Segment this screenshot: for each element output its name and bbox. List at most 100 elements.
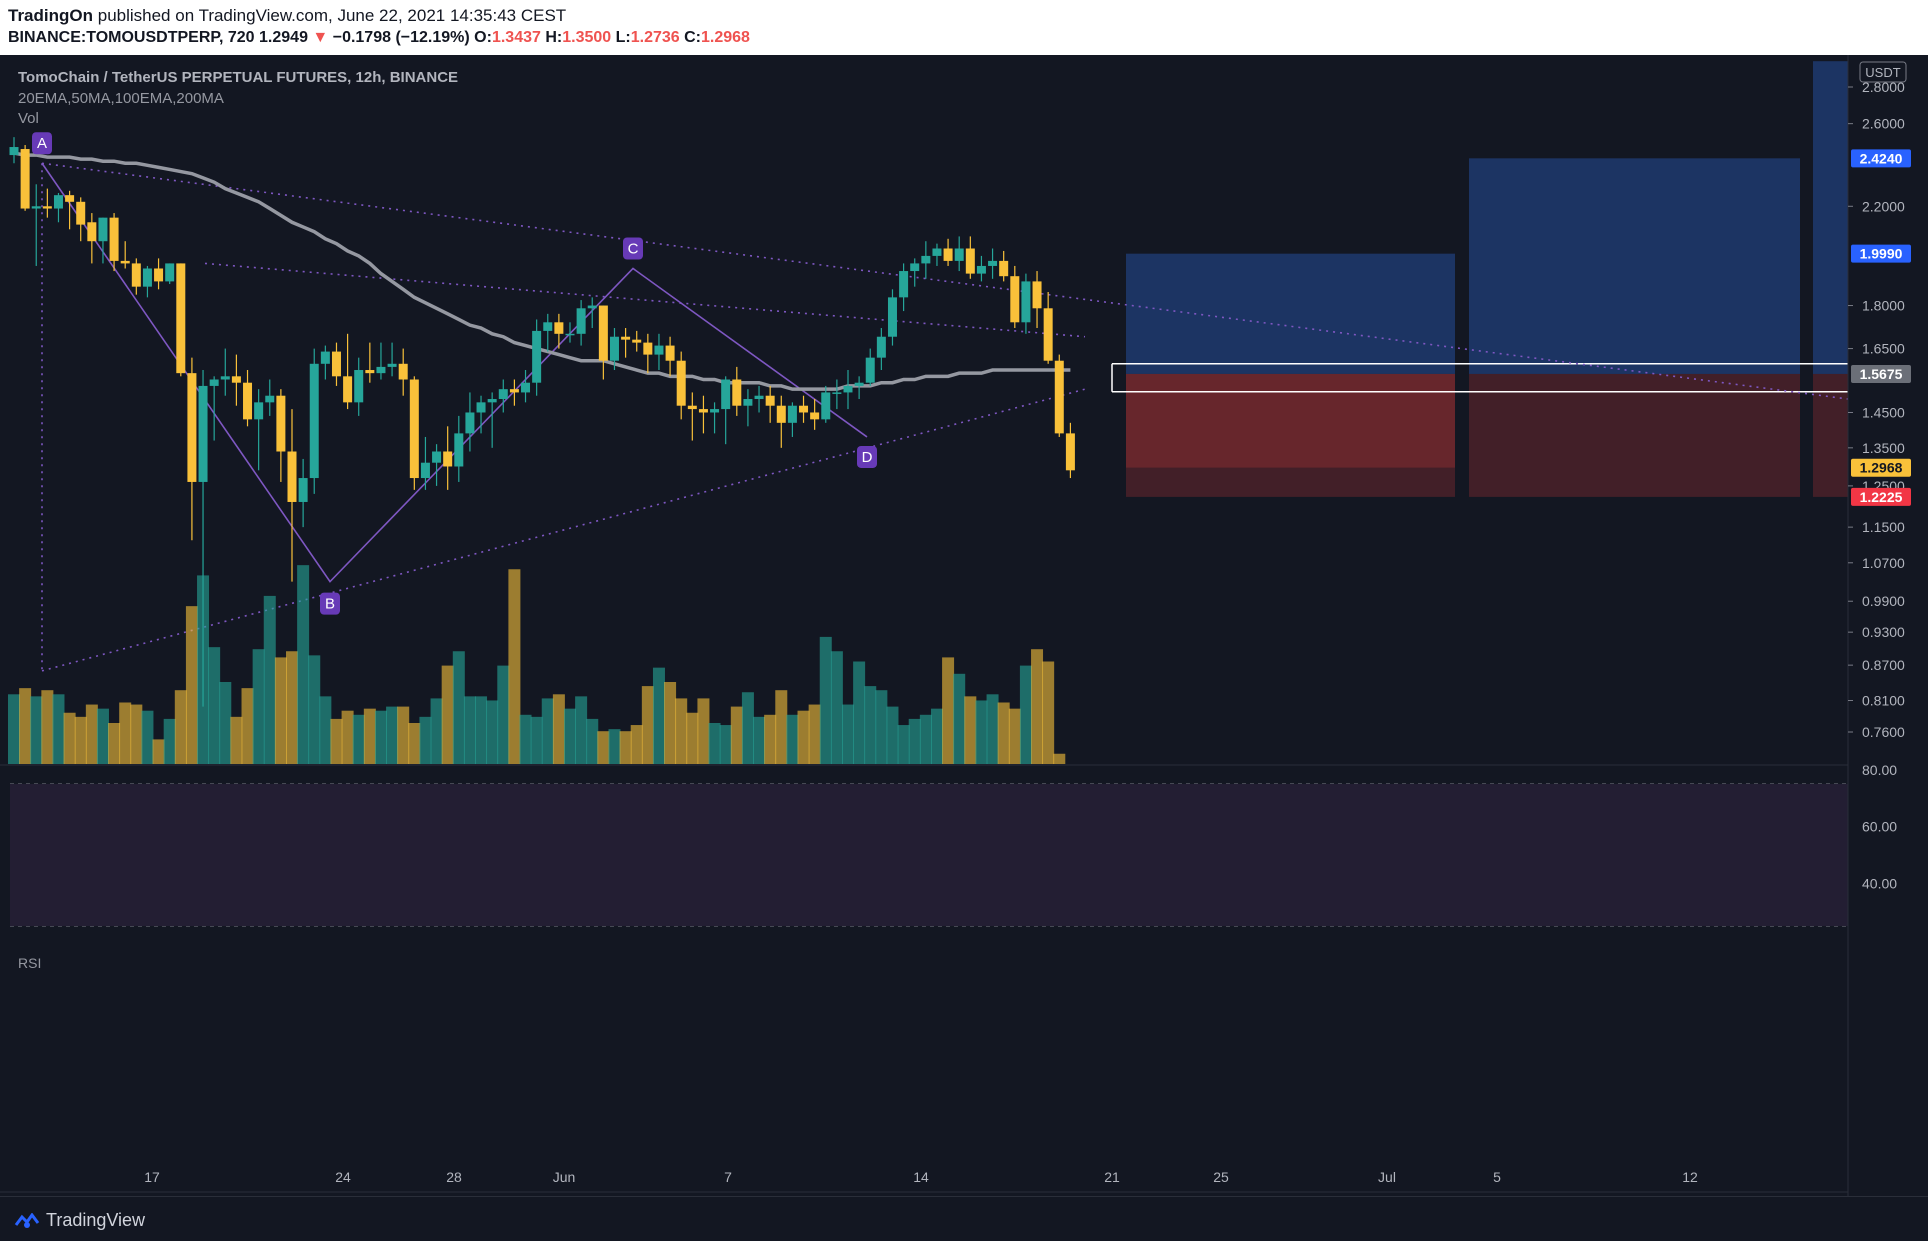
- lower-trendline[interactable]: [41, 388, 1086, 672]
- candle[interactable]: [943, 238, 953, 266]
- candle[interactable]: [799, 395, 809, 423]
- price-badge[interactable]: [1851, 244, 1911, 263]
- candle[interactable]: [243, 370, 253, 427]
- candle[interactable]: [354, 357, 364, 416]
- candle[interactable]: [42, 188, 52, 218]
- candle[interactable]: [220, 348, 230, 396]
- candle[interactable]: [231, 354, 241, 406]
- candle[interactable]: [142, 265, 152, 298]
- candle[interactable]: [609, 328, 619, 371]
- candle[interactable]: [1043, 291, 1053, 364]
- candle[interactable]: [665, 336, 675, 377]
- candle[interactable]: [53, 192, 63, 223]
- candle[interactable]: [687, 392, 697, 441]
- candle[interactable]: [843, 370, 853, 410]
- candle[interactable]: [632, 330, 642, 352]
- candle[interactable]: [1021, 273, 1031, 334]
- candle[interactable]: [276, 389, 286, 482]
- price-badge[interactable]: [1851, 364, 1911, 383]
- candle[interactable]: [498, 379, 508, 413]
- abcd-legs[interactable]: [41, 162, 868, 583]
- candle[interactable]: [487, 392, 497, 448]
- candle[interactable]: [87, 213, 97, 264]
- candle[interactable]: [176, 263, 186, 377]
- candle[interactable]: [721, 376, 731, 445]
- candle[interactable]: [854, 376, 864, 400]
- candle[interactable]: [331, 342, 341, 386]
- candle[interactable]: [554, 313, 564, 349]
- legend-volume[interactable]: Vol: [18, 110, 39, 127]
- candle[interactable]: [754, 385, 764, 413]
- publisher-name[interactable]: TradingOn: [8, 6, 93, 25]
- upper-trendline-2[interactable]: [204, 262, 1086, 338]
- position-zone-2[interactable]: [1813, 61, 1848, 374]
- candle[interactable]: [821, 385, 831, 423]
- candle[interactable]: [509, 379, 519, 406]
- price-badge[interactable]: [1851, 149, 1911, 168]
- candle[interactable]: [810, 399, 820, 430]
- candle[interactable]: [765, 385, 775, 423]
- candle[interactable]: [365, 342, 375, 383]
- legend-indicators[interactable]: 20EMA,50MA,100EMA,200MA: [18, 90, 224, 107]
- candle[interactable]: [109, 213, 119, 272]
- price-badge[interactable]: [1851, 458, 1911, 477]
- candle[interactable]: [865, 348, 875, 386]
- candle[interactable]: [776, 395, 786, 448]
- candle[interactable]: [287, 409, 297, 582]
- candle[interactable]: [743, 389, 753, 427]
- candle[interactable]: [454, 415, 464, 482]
- candle[interactable]: [309, 348, 319, 494]
- price-badge[interactable]: [1851, 487, 1911, 506]
- candle[interactable]: [521, 370, 531, 403]
- candle[interactable]: [587, 297, 597, 329]
- position-zone-4[interactable]: [1126, 467, 1455, 497]
- candle[interactable]: [20, 145, 30, 211]
- candle[interactable]: [698, 395, 708, 434]
- candle[interactable]: [532, 319, 542, 396]
- candle[interactable]: [165, 263, 175, 285]
- pattern-marker-b[interactable]: [320, 592, 340, 615]
- candle[interactable]: [565, 322, 575, 343]
- position-zone-1[interactable]: [1469, 158, 1800, 374]
- candle[interactable]: [187, 357, 197, 541]
- tradingview-brand[interactable]: TradingView: [14, 1210, 145, 1231]
- pattern-marker-d[interactable]: [857, 445, 877, 468]
- candle[interactable]: [887, 289, 897, 346]
- candle[interactable]: [254, 389, 264, 471]
- candle[interactable]: [965, 236, 975, 279]
- pattern-marker-a[interactable]: [32, 132, 52, 155]
- candle[interactable]: [954, 236, 964, 272]
- ma-line[interactable]: [13, 151, 1071, 391]
- candle[interactable]: [1065, 422, 1075, 479]
- candle[interactable]: [976, 255, 986, 282]
- candle[interactable]: [676, 351, 686, 420]
- candle[interactable]: [787, 402, 797, 437]
- position-zone-3[interactable]: [1126, 373, 1455, 468]
- position-zone-0[interactable]: [1126, 253, 1455, 374]
- legend-rsi[interactable]: RSI: [18, 955, 41, 971]
- candle[interactable]: [999, 250, 1009, 282]
- candle[interactable]: [576, 300, 586, 346]
- candle[interactable]: [409, 376, 419, 490]
- position-zone-5[interactable]: [1469, 373, 1800, 497]
- candle[interactable]: [65, 190, 75, 230]
- candle[interactable]: [320, 345, 330, 380]
- candle[interactable]: [921, 241, 931, 279]
- candle[interactable]: [543, 313, 553, 352]
- candle[interactable]: [31, 184, 41, 266]
- candle[interactable]: [643, 333, 653, 374]
- candle[interactable]: [343, 333, 353, 410]
- candle[interactable]: [710, 402, 720, 434]
- candle[interactable]: [654, 333, 664, 371]
- position-zone-6[interactable]: [1813, 373, 1848, 497]
- candle[interactable]: [876, 328, 886, 371]
- candle[interactable]: [432, 444, 442, 486]
- candle[interactable]: [131, 258, 141, 295]
- candle[interactable]: [398, 348, 408, 396]
- candle[interactable]: [98, 217, 108, 264]
- candle[interactable]: [832, 379, 842, 410]
- candle[interactable]: [988, 248, 998, 279]
- pattern-marker-c[interactable]: [623, 237, 643, 260]
- candle[interactable]: [198, 370, 208, 707]
- candle[interactable]: [476, 395, 486, 434]
